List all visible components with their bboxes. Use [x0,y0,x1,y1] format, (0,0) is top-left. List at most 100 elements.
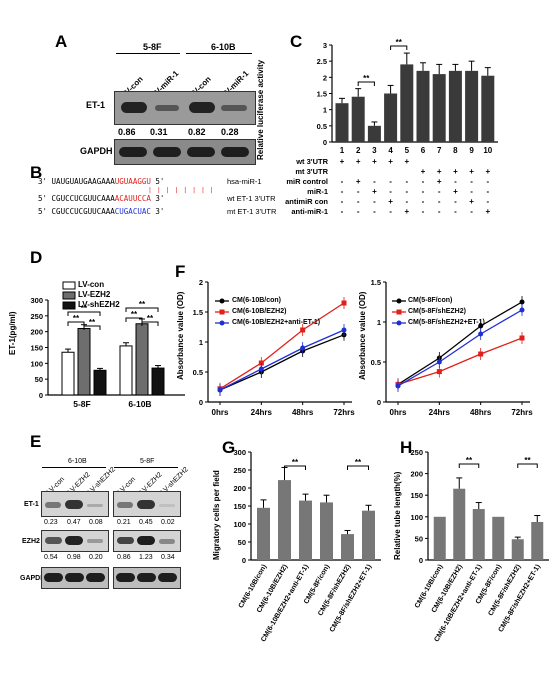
f-right-series-line [397,337,523,386]
c-table-sign: - [438,197,441,206]
c-table-row-label: wt 3'UTR [295,157,328,166]
e-group-line-2 [114,467,178,468]
c-table-sign: + [388,157,393,166]
f-left-point [341,327,347,333]
e-et1-blot-right [113,491,181,517]
f-right-legend-marker [396,309,402,315]
c-table-sign: + [485,167,490,176]
c-table-row-label: mt 3'UTR [295,167,328,176]
blot-band [117,502,133,508]
f-right-point [519,335,525,341]
g-y-tick-label: 100 [233,520,246,529]
d-legend-item: LV-shEZH2 [78,300,120,309]
c-y-tick-label: 0.5 [317,122,327,131]
h-bar [511,539,524,560]
g-sig-bracket [347,465,369,470]
c-table-sign: + [340,157,345,166]
e-gapdh-blot-right [113,567,181,589]
c-bar [384,93,398,142]
blot-band [87,539,103,543]
d-x-tick-label: 5-8F [73,399,90,409]
c-table-sign: - [405,187,408,196]
panel-label-b: B [30,163,43,182]
c-table-sign: + [469,197,474,206]
blot-band [121,102,147,113]
c-bar [432,74,446,142]
c-x-tick-label: 6 [421,146,426,155]
f-legend-item: CM(5-8F/shEZH2+ET-1) [408,319,485,326]
c-x-tick-label: 10 [483,146,492,155]
d-legend-item: LV-EZH2 [78,290,111,299]
a-value: 0.28 [221,127,239,137]
c-table-sign: - [470,187,473,196]
c-x-tick-label: 1 [340,146,345,155]
panel-label-d: D [30,248,43,267]
a-row-label-et1: ET-1 [86,100,106,110]
h-sig-bracket [458,463,480,468]
h-y-tick-label: 0 [419,556,423,565]
blot-band [65,573,84,582]
g-y-tick-label: 250 [233,466,246,475]
c-table-sign: - [422,187,425,196]
b-seq-mt: 5' CGUCCUCGUUCAAACUGACUAC 3' [38,207,164,216]
d-legend-item: LV-con [78,280,105,289]
e-et1-value: 0.21 [117,519,131,526]
e-et1-value: 0.23 [44,519,58,526]
f-right-point [395,383,401,389]
d-legend-swatch [62,281,76,290]
h-bar [531,521,544,560]
c-table-sign: - [357,197,360,206]
c-y-tick-label: 3 [323,41,327,50]
c-table-row-label: antimiR con [285,197,328,206]
f-right-legend-marker [396,320,402,326]
c-table-sign: + [372,157,377,166]
b-seq-suffix: 3' [150,207,165,216]
f-left-x-tick-label: 48hrs [292,408,314,417]
c-table-sign: - [389,207,392,216]
c-y-tick-label: 1.5 [317,90,327,99]
c-table-row-label: miR control [286,177,328,186]
h-sig-label: ** [524,456,531,465]
a-gapdh-blot [114,139,256,165]
f-legend-item: CM(5-8F/con) [408,297,453,304]
panel-label-a: A [55,32,68,51]
c-table-sign: - [438,207,441,216]
h-bar [433,516,446,560]
panel-label-e: E [30,432,42,451]
d-y-tick-label: 150 [30,344,43,353]
c-table-sign: + [485,207,490,216]
f-left-x-tick-label: 0hrs [212,408,229,417]
f-left-y-tick-label: 0 [199,398,203,407]
c-table-sign: + [453,167,458,176]
e-ezh2-value: 0.98 [67,554,81,561]
a-group-line-1 [116,53,180,54]
c-table-sign: - [422,197,425,206]
f-right-point [519,299,525,305]
d-x-tick-label: 6-10B [128,399,151,409]
f-left-x-tick-label: 72hrs [333,408,355,417]
e-ezh2-value: 0.34 [161,554,175,561]
c-table-sign: - [373,197,376,206]
c-bar [400,64,414,142]
g-y-tick-label: 300 [233,448,246,457]
h-y-tick-label: 50 [415,534,423,543]
e-group-line-1 [42,467,106,468]
c-sig-bracket [357,81,375,86]
c-table-sign: + [372,187,377,196]
d-sig-bracket [67,321,85,326]
e-et1-value: 0.08 [89,519,103,526]
f-right-y-tick-label: 1.5 [371,278,381,287]
f-right-legend-marker [396,298,402,304]
d-sig-label: ** [81,304,88,313]
d-sig-label: ** [139,300,146,309]
h-y-tick-label: 250 [410,448,423,457]
g-y-tick-label: 200 [233,484,246,493]
c-table-sign: - [405,177,408,186]
c-table-sign: - [422,177,425,186]
f-legend-item: CM(6-10B/EZH2) [232,308,287,315]
b-label-mt: mt ET-1 3'UTR [227,207,277,216]
blot-band [44,573,63,582]
